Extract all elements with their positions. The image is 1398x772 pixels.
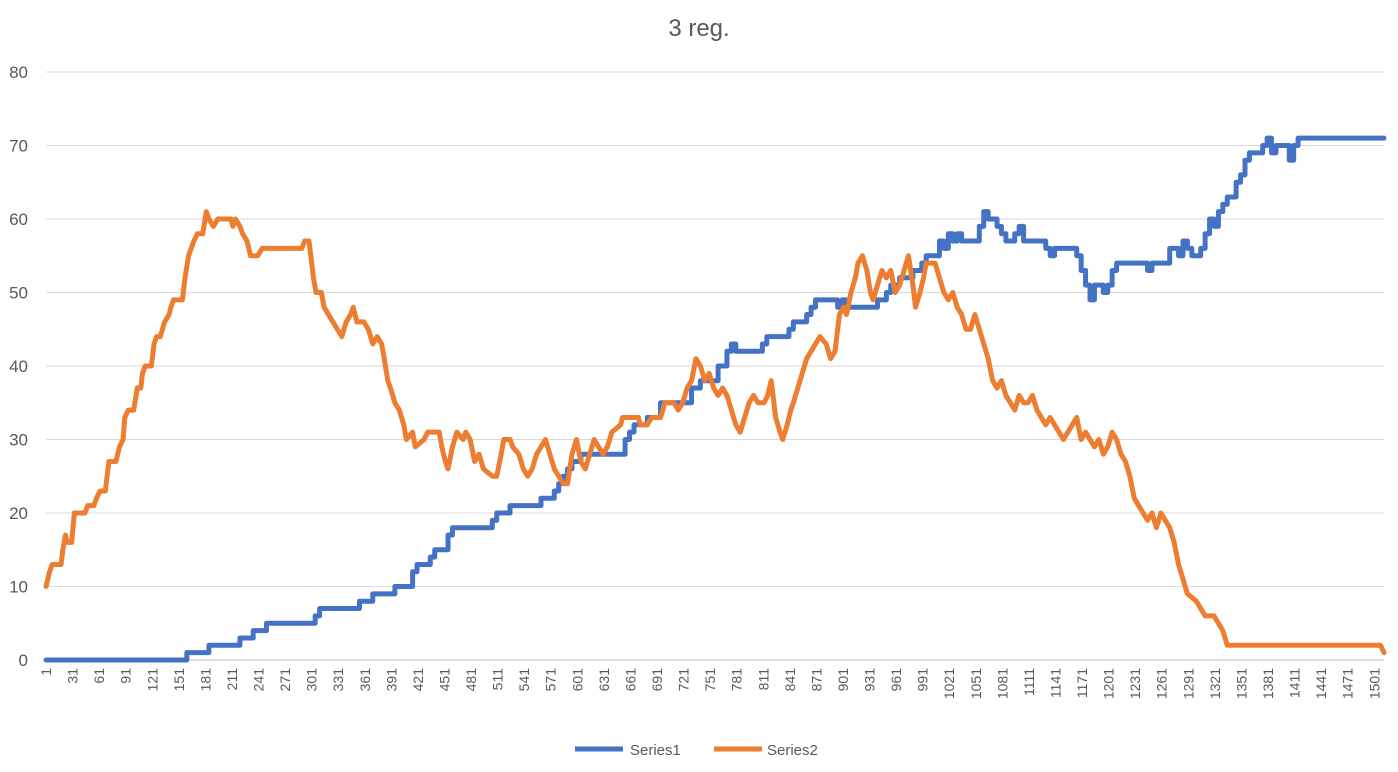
x-tick-label: 691: [649, 668, 665, 692]
x-tick-label: 331: [330, 668, 346, 692]
x-tick-label: 1141: [1047, 668, 1063, 698]
x-tick-label: 1261: [1154, 668, 1170, 699]
x-axis-tick-labels: 1 31 61 91 121 151 181 211 241 271 301 331 361 391 421…: [38, 668, 1382, 699]
y-tick-label: 70: [9, 137, 28, 156]
x-tick-label: 1201: [1101, 668, 1117, 699]
legend-label-series2: Series2: [767, 742, 818, 759]
x-tick-label: 1411: [1287, 668, 1303, 698]
series-line-series2: [43, 209, 1387, 656]
y-tick-label: 10: [9, 578, 28, 597]
x-tick-label: 151: [171, 668, 187, 692]
y-tick-label: 60: [9, 210, 28, 229]
x-tick-label: 1021: [941, 668, 957, 699]
gridlines: [46, 71, 1384, 661]
x-tick-label: 721: [676, 668, 692, 692]
x-tick-label: 181: [197, 668, 213, 692]
x-tick-label: 31: [65, 668, 81, 684]
x-tick-label: 1351: [1233, 668, 1249, 699]
x-tick-label: 931: [862, 668, 878, 692]
x-tick-label: 601: [569, 668, 585, 692]
legend: Series1 Series2: [575, 742, 818, 759]
x-tick-label: 961: [888, 668, 904, 692]
x-tick-label: 1051: [968, 668, 984, 699]
x-tick-label: 631: [596, 668, 612, 692]
x-tick-label: 451: [436, 668, 452, 692]
x-tick-label: 1081: [994, 668, 1010, 699]
x-tick-label: 1291: [1180, 668, 1196, 699]
x-tick-label: 1381: [1260, 668, 1276, 699]
x-tick-label: 511: [490, 668, 506, 691]
x-tick-label: 871: [808, 668, 824, 692]
y-tick-label: 40: [9, 357, 28, 376]
x-tick-label: 211: [224, 668, 240, 691]
x-tick-label: 841: [782, 668, 798, 692]
x-tick-label: 271: [277, 668, 293, 692]
x-tick-label: 751: [702, 668, 718, 692]
y-tick-label: 80: [9, 63, 28, 82]
x-tick-label: 991: [915, 668, 931, 692]
x-tick-label: 121: [144, 668, 160, 692]
x-tick-label: 421: [410, 668, 426, 692]
x-tick-label: 1111: [1021, 668, 1037, 696]
y-axis-tick-labels: 0 10 20 30 40 50 60 70 80: [9, 63, 28, 670]
y-tick-label: 50: [9, 284, 28, 303]
x-tick-label: 661: [622, 668, 638, 692]
x-tick-label: 1231: [1127, 668, 1143, 699]
y-tick-label: 20: [9, 504, 28, 523]
x-tick-label: 1: [38, 668, 54, 676]
x-tick-label: 361: [357, 668, 373, 692]
x-tick-label: 241: [251, 668, 267, 692]
x-tick-label: 391: [383, 668, 399, 692]
x-tick-label: 1471: [1340, 668, 1356, 699]
x-tick-label: 61: [91, 668, 107, 684]
x-tick-label: 541: [516, 668, 532, 692]
legend-label-series1: Series1: [630, 742, 681, 759]
x-tick-label: 301: [304, 668, 320, 692]
x-tick-label: 1441: [1313, 668, 1329, 699]
y-tick-label: 0: [19, 651, 28, 670]
x-tick-label: 1171: [1074, 668, 1090, 698]
x-tick-label: 91: [118, 668, 134, 684]
x-tick-label: 1321: [1207, 668, 1223, 699]
x-tick-label: 571: [543, 668, 559, 692]
chart-title: 3 reg.: [668, 15, 729, 42]
series-lines: [43, 135, 1387, 663]
x-tick-label: 901: [835, 668, 851, 692]
x-tick-label: 811: [755, 668, 771, 691]
y-tick-label: 30: [9, 431, 28, 450]
x-tick-label: 781: [729, 668, 745, 692]
x-tick-label: 481: [463, 668, 479, 692]
x-tick-label: 1501: [1366, 668, 1382, 699]
